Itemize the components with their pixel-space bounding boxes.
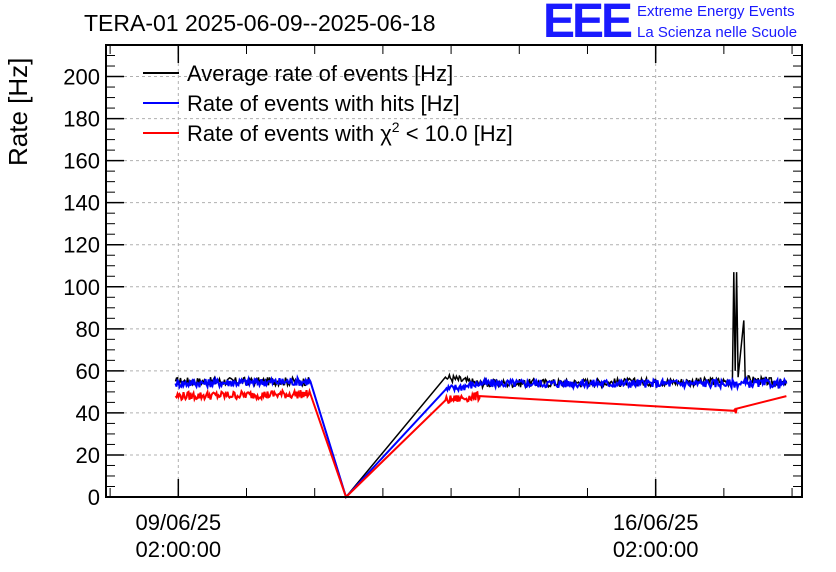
logo-line-1: Extreme Energy Events — [637, 3, 795, 20]
y-tick-label: 40 — [76, 401, 100, 426]
y-tick-label: 100 — [63, 275, 100, 300]
y-tick-label: 60 — [76, 359, 100, 384]
legend: Average rate of events [Hz] Rate of event… — [143, 61, 513, 146]
logo-line-2: La Scienza nelle Scuole — [637, 24, 798, 41]
y-tick-label: 180 — [63, 107, 100, 132]
legend-entry-label: Rate of events with χ2 < 10.0 [Hz] — [187, 119, 513, 146]
x-tick-label-time: 02:00:00 — [135, 537, 221, 562]
y-tick-label: 80 — [76, 317, 100, 342]
legend-entry-label: Average rate of events [Hz] — [187, 61, 453, 86]
y-tick-label: 20 — [76, 443, 100, 468]
axes-group: 02040608010012014016018020009/06/2502:00… — [63, 44, 802, 562]
y-tick-label: 0 — [88, 485, 100, 510]
y-tick-label: 140 — [63, 191, 100, 216]
chart-title: TERA-01 2025-06-09--2025-06-18 — [84, 10, 436, 36]
y-tick-label: 160 — [63, 149, 100, 174]
legend-entry-label: Rate of events with hits [Hz] — [187, 91, 460, 116]
y-tick-label: 200 — [63, 65, 100, 90]
plot-frame — [105, 44, 803, 498]
series-group — [174, 272, 788, 499]
grid-lines — [106, 45, 802, 497]
series-line — [174, 374, 788, 499]
eee-logo: EEE — [543, 0, 633, 48]
x-tick-label-date: 09/06/25 — [135, 510, 221, 535]
y-axis-label: Rate [Hz] — [3, 58, 33, 166]
x-tick-label-date: 16/06/25 — [613, 510, 699, 535]
x-tick-label-time: 02:00:00 — [613, 537, 699, 562]
y-tick-label: 120 — [63, 233, 100, 258]
series-line — [174, 387, 787, 499]
